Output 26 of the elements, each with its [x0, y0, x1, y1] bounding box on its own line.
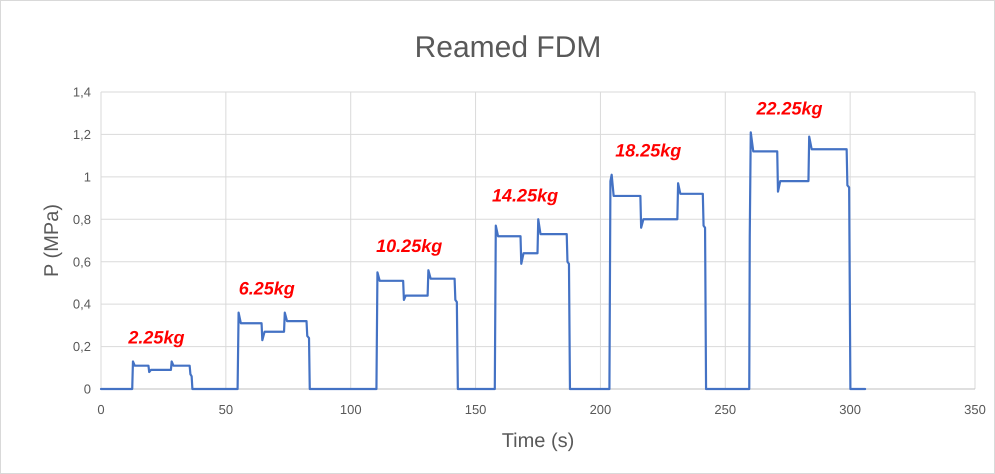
x-axis-title: Time (s): [502, 430, 574, 452]
y-tick-label: 0,4: [72, 296, 91, 312]
x-tick-label: 350: [964, 402, 986, 417]
annotation: 14.25kg: [492, 185, 558, 206]
annotation: 22.25kg: [755, 98, 823, 118]
annotation: 2.25kg: [127, 327, 184, 348]
y-tick-label: 1,4: [72, 84, 91, 100]
x-tick-label: 150: [464, 402, 486, 417]
y-tick-label: 0,6: [72, 254, 91, 270]
y-tick-label: 0: [84, 382, 91, 397]
x-tick-label: 200: [590, 402, 612, 417]
x-tick-label: 250: [714, 402, 736, 417]
x-tick-label: 0: [97, 402, 105, 417]
x-tick-label: 50: [218, 402, 234, 417]
annotation: 10.25kg: [376, 236, 442, 256]
y-tick-label: 1: [84, 169, 91, 184]
x-tick-label: 100: [340, 402, 362, 417]
chart-title: Reamed FDM: [414, 31, 602, 64]
x-tick-label: 300: [839, 402, 861, 417]
line-series: [100, 131, 866, 390]
y-axis-title: P (MPa): [41, 204, 63, 277]
y-tick-label: 0,2: [72, 339, 91, 354]
annotation: 6.25kg: [238, 278, 295, 299]
y-tick-label: 1,2: [72, 126, 91, 142]
annotation: 18.25kg: [615, 140, 682, 161]
y-tick-label: 0,8: [72, 212, 91, 227]
